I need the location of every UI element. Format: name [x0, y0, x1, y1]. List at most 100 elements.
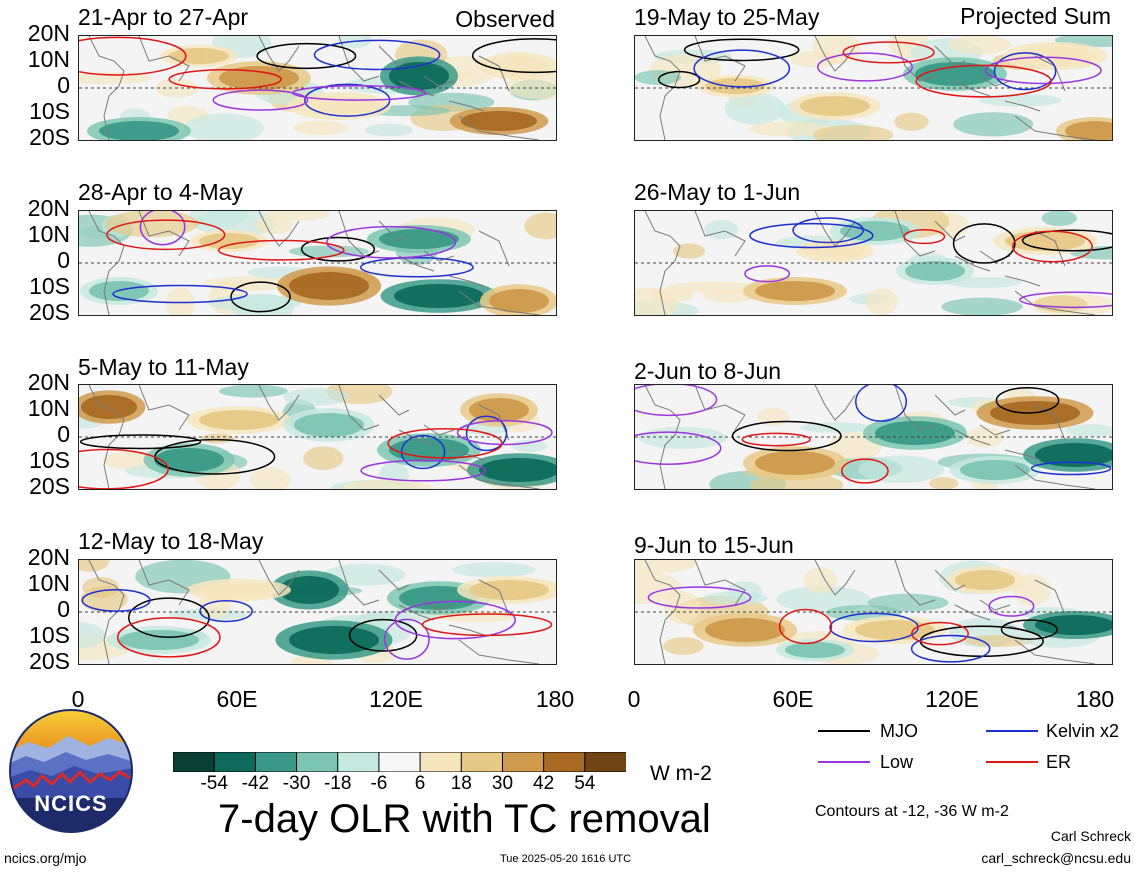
olr-map	[635, 211, 1112, 315]
wave-contour	[128, 597, 210, 638]
olr-anomaly-area	[635, 70, 682, 85]
olr-anomaly-area	[941, 297, 1023, 315]
lat-label: 0	[57, 72, 70, 98]
wave-contour	[744, 265, 791, 283]
olr-anomaly-core	[219, 66, 299, 90]
olr-map-panel	[634, 210, 1113, 316]
olr-anomaly-area	[524, 212, 556, 240]
wave-contour	[741, 432, 811, 447]
wave-contour	[1019, 291, 1112, 309]
wave-contour	[731, 420, 842, 452]
panel-title: 12-May to 18-May	[78, 528, 264, 554]
olr-anomaly-area	[452, 562, 536, 578]
wave-contour	[984, 56, 1102, 85]
olr-map-panel	[634, 559, 1113, 665]
olr-anomaly-core	[855, 620, 935, 640]
olr-anomaly-core	[154, 448, 224, 472]
wave-contour	[910, 634, 991, 663]
lon-label: 0	[71, 686, 85, 712]
colorbar-units: W m-2	[650, 762, 712, 785]
olr-anomaly-area	[1065, 424, 1112, 438]
wave-contour	[394, 600, 516, 640]
colorbar-swatch	[584, 751, 627, 773]
olr-anomaly-area	[512, 439, 548, 453]
olr-anomaly-area	[293, 120, 350, 136]
lon-label: 0	[627, 686, 641, 712]
colorbar-label: 6	[414, 773, 426, 794]
colorbar-label: 30	[491, 773, 514, 794]
olr-anomaly-area	[635, 287, 678, 315]
wave-contour	[993, 52, 1057, 91]
colorbar-label: 54	[574, 773, 596, 794]
wave-contour	[1012, 230, 1093, 263]
olr-anomaly-area	[953, 112, 1034, 137]
olr-map	[79, 560, 556, 664]
wave-contour	[106, 219, 226, 251]
wave-contour	[647, 586, 752, 609]
olr-anomaly-area	[79, 72, 153, 85]
colorbar-label: -6	[370, 773, 388, 794]
lat-label: 10N	[27, 46, 70, 72]
olr-anomaly-area	[948, 36, 1012, 55]
lon-label: 120E	[369, 686, 423, 712]
olr-anomaly-core	[755, 451, 835, 475]
olr-anomaly-core	[279, 576, 339, 604]
olr-anomaly-area	[865, 288, 898, 315]
colorbar-swatch	[254, 751, 298, 773]
colorbar-swatch	[543, 751, 586, 773]
wave-contour	[360, 459, 487, 482]
legend-kelvin	[986, 721, 1046, 741]
wave-contour	[199, 600, 253, 623]
wave-contour	[300, 236, 376, 262]
wave-contour	[842, 41, 935, 64]
footer-url[interactable]: ncics.org/mjo	[4, 850, 87, 866]
wave-contour	[359, 257, 474, 278]
olr-anomaly-area	[105, 211, 199, 238]
wave-contour	[693, 49, 791, 88]
projected-sum-heading: Projected Sum	[960, 3, 1111, 29]
colorbar-swatch	[501, 751, 545, 773]
legend-label: ER	[1046, 752, 1072, 772]
lon-label: 60E	[772, 686, 814, 712]
olr-anomaly-core	[960, 460, 1030, 480]
wave-contour	[326, 225, 457, 259]
colorbar-label: -30	[282, 773, 311, 794]
olr-anomaly-core	[289, 626, 379, 654]
ncics-logo[interactable]: NCICS	[8, 708, 134, 834]
logo-text: NCICS	[34, 791, 108, 816]
olr-map-panel	[78, 559, 557, 665]
footer-email[interactable]: carl_schreck@ncsu.edu	[981, 850, 1131, 866]
olr-anomaly-core	[755, 281, 835, 301]
wave-contour	[168, 68, 282, 90]
wave-contour	[421, 613, 553, 637]
olr-anomaly-area	[665, 281, 759, 293]
panel-title: 2-Jun to 8-Jun	[634, 358, 782, 384]
lat-label: 10N	[27, 570, 70, 596]
olr-map	[79, 36, 556, 140]
wave-contour	[792, 217, 864, 244]
olr-anomaly-area	[748, 121, 832, 137]
coastline	[88, 36, 540, 140]
olr-map	[635, 385, 1112, 489]
wave-contour	[348, 618, 418, 652]
olr-anomaly-area	[724, 92, 786, 125]
wave-contour	[635, 385, 718, 417]
olr-anomaly-area	[79, 622, 106, 649]
olr-anomaly-area	[804, 567, 837, 594]
olr-anomaly-area	[340, 479, 433, 489]
wave-contour	[81, 588, 151, 612]
olr-map-panel	[78, 35, 557, 141]
olr-anomaly-core	[199, 233, 259, 249]
lon-label: 60E	[216, 686, 258, 712]
wave-contour	[471, 38, 556, 74]
colorbar-swatch	[419, 751, 463, 773]
legend-label: Kelvin x2	[1046, 721, 1120, 741]
olr-map	[635, 36, 1112, 140]
lat-label: 20N	[27, 369, 70, 395]
colorbar-label: 18	[450, 773, 472, 794]
olr-anomaly-area	[789, 51, 840, 68]
coastline	[88, 385, 540, 489]
wave-contour	[139, 211, 186, 246]
lat-label: 20S	[29, 124, 70, 150]
legend-label: Low	[880, 752, 914, 772]
